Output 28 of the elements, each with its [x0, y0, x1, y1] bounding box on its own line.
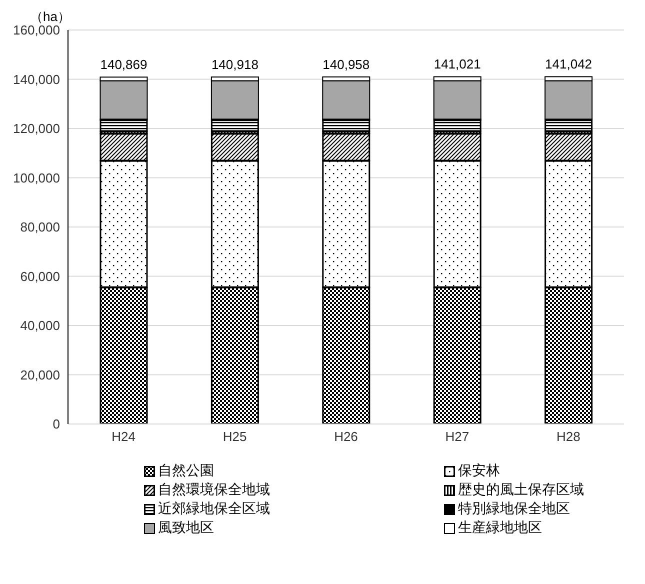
y-tick-label: 0 — [52, 416, 60, 432]
y-tick-label: 140,000 — [13, 72, 60, 87]
x-tick-label: H28 — [556, 429, 580, 444]
legend-label: 特別緑地保全地区 — [458, 500, 570, 518]
x-tick-label: H25 — [222, 429, 247, 444]
legend-label: 風致地区 — [158, 519, 214, 537]
y-tick-label: 20,000 — [20, 367, 60, 382]
x-tick-label: H24 — [112, 429, 136, 444]
y-tick-label: 120,000 — [13, 121, 60, 136]
y-tick-label: 160,000 — [13, 22, 60, 38]
legend-label: 近郊緑地保全区域 — [158, 500, 270, 518]
y-axis-title: （ha） — [30, 8, 70, 25]
y-tick-label: 80,000 — [20, 220, 60, 235]
legend-label: 自然公園 — [158, 462, 214, 480]
legend-label: 自然環境保全地域 — [158, 481, 270, 499]
legend-label: 生産緑地地区 — [458, 519, 542, 537]
y-tick-label: 60,000 — [20, 268, 60, 284]
total-label: 140,869 — [100, 57, 148, 72]
total-label: 140,918 — [211, 56, 258, 72]
total-label: 140,958 — [322, 56, 370, 72]
y-tick-label: 40,000 — [20, 318, 60, 334]
total-label: 141,021 — [434, 56, 481, 72]
legend-label: 保安林 — [458, 462, 500, 480]
x-tick-label: H27 — [445, 429, 470, 444]
y-tick-label: 100,000 — [13, 170, 60, 186]
x-tick-label: H26 — [334, 429, 358, 444]
legend-label: 歴史的風土保存区域 — [458, 481, 584, 499]
total-label: 141,042 — [545, 56, 592, 72]
